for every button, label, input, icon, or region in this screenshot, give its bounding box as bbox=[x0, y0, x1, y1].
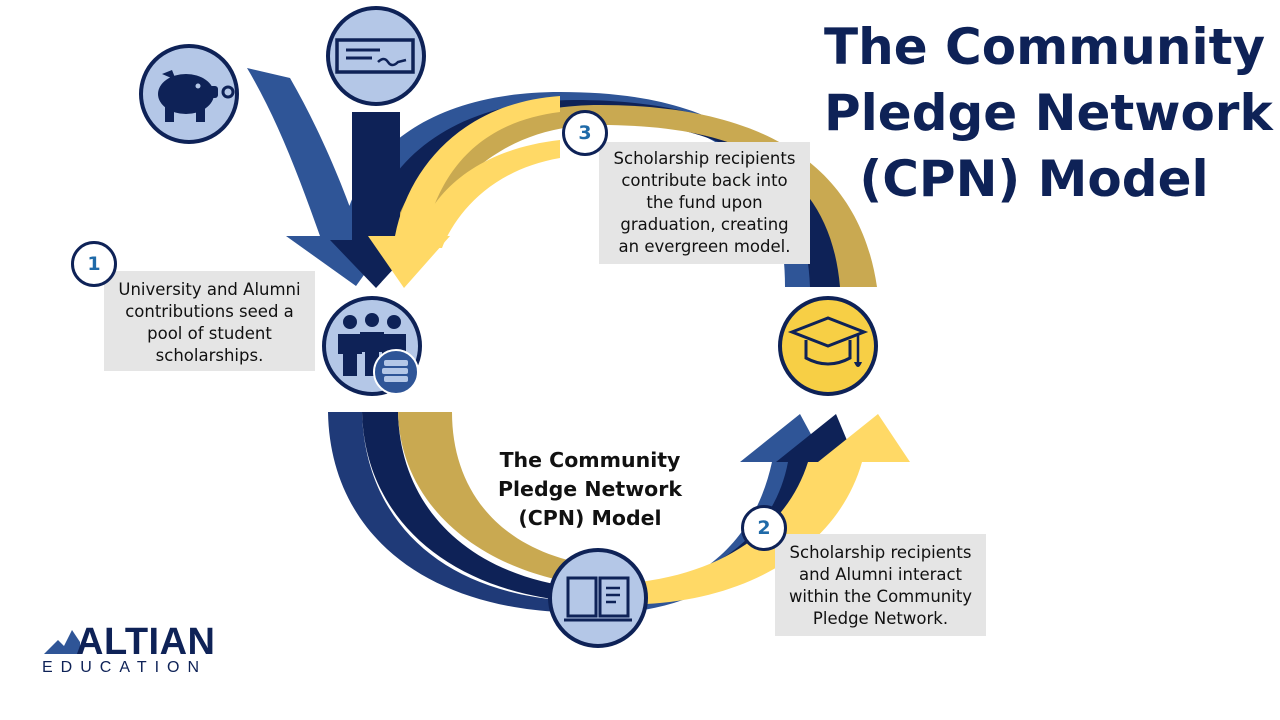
center-label-line-2: Pledge Network bbox=[498, 477, 682, 501]
check-payment-icon bbox=[326, 6, 426, 106]
step-1-line-4: scholarships. bbox=[155, 346, 264, 365]
bottom-u-navy-band bbox=[362, 412, 580, 602]
logo-wordmark: ALTIAN bbox=[76, 621, 216, 663]
title-line-1: The Community bbox=[824, 18, 1266, 76]
students-books-icon bbox=[322, 296, 422, 396]
bottom-u-blue-band bbox=[328, 412, 560, 612]
step-1-text-box: University and Alumni contributions seed… bbox=[104, 271, 315, 371]
return-arrow-yellow bbox=[368, 96, 560, 288]
step-1-line-1: University and Alumni bbox=[118, 280, 301, 299]
center-label-line-1: The Community bbox=[499, 448, 681, 472]
bottom-u-gold-band bbox=[398, 412, 600, 586]
step-2-line-1: Scholarship recipients bbox=[789, 543, 972, 562]
center-label: The Community Pledge Network (CPN) Model bbox=[480, 446, 700, 533]
top-arch-yellow-band bbox=[415, 140, 560, 248]
graduation-cap-icon bbox=[778, 296, 878, 396]
step-1-line-2: contributions seed a bbox=[125, 302, 294, 321]
step-3-line-3: the fund upon bbox=[646, 193, 763, 212]
logo-subtitle: EDUCATION bbox=[42, 659, 208, 676]
step-3-line-5: an evergreen model. bbox=[618, 237, 791, 256]
step-3-line-4: graduation, creating bbox=[620, 215, 789, 234]
page-title: The Community Pledge Network (CPN) Model bbox=[824, 14, 1273, 212]
step-3-line-2: contribute back into bbox=[621, 171, 788, 190]
title-line-3: (CPN) Model bbox=[859, 150, 1209, 208]
open-book-icon bbox=[548, 548, 648, 648]
step-3-text-box: Scholarship recipients contribute back i… bbox=[599, 142, 810, 264]
step-2-line-3: within the Community bbox=[788, 587, 973, 606]
title-line-2: Pledge Network bbox=[824, 84, 1273, 142]
center-label-line-3: (CPN) Model bbox=[518, 506, 662, 530]
step-2-number: 2 bbox=[741, 505, 787, 551]
piggy-bank-icon bbox=[139, 44, 239, 144]
rise-arrow-navy bbox=[620, 414, 856, 606]
step-1-number: 1 bbox=[71, 241, 117, 287]
step-2-text-box: Scholarship recipients and Alumni intera… bbox=[775, 534, 986, 636]
step-3-number: 3 bbox=[562, 110, 608, 156]
step-1-line-3: pool of student bbox=[147, 324, 272, 343]
step-3-line-1: Scholarship recipients bbox=[613, 149, 796, 168]
step-2-line-4: Pledge Network. bbox=[812, 609, 949, 628]
step-2-line-2: and Alumni interact bbox=[798, 565, 963, 584]
logo-mountain-icon bbox=[44, 630, 80, 654]
rise-arrow-yellow bbox=[640, 414, 910, 604]
